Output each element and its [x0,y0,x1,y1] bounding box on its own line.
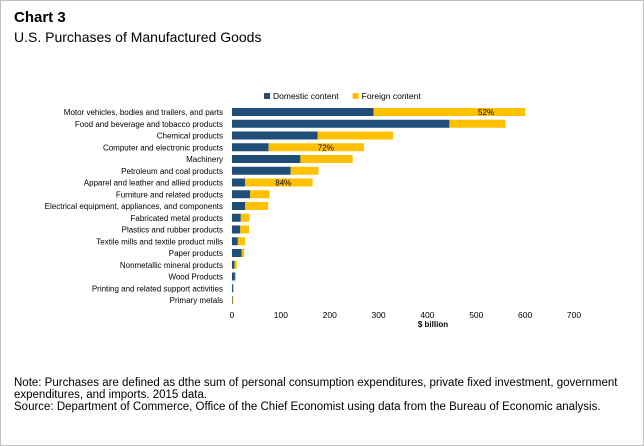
category-label: Chemical products [157,132,223,141]
bar-domestic [232,108,374,116]
category-label: Motor vehicles, bodies and trailers, and… [64,108,223,117]
legend-swatch [352,93,359,99]
data-label: 52% [478,108,494,117]
category-label: Computer and electronic products [103,143,223,152]
bar-foreign [240,213,250,222]
category-label: Plastics and rubber products [122,226,223,235]
x-tick-label: 700 [567,310,581,320]
x-tick-label: 300 [371,310,385,320]
bar-foreign [300,155,353,163]
bar-foreign [250,190,270,199]
bar-domestic [232,190,251,199]
bar-foreign [245,202,269,210]
chart-label: Chart 3 [14,9,66,26]
bar-foreign [237,237,246,246]
category-label: Wood Products [168,273,223,282]
x-tick-label: 100 [274,310,288,320]
bar-domestic [232,131,318,140]
bar-foreign [232,296,234,304]
x-tick-label: 0 [230,310,235,320]
category-label: Paper products [169,249,223,258]
x-tick-label: 500 [469,310,483,320]
note-text: Note: Purchases are defined as dthe sum … [14,377,618,401]
category-label: Electrical equipment, appliances, and co… [45,202,223,211]
x-tick-label: 400 [420,310,434,320]
bar-domestic [232,249,242,257]
category-label: Machinery [186,155,223,164]
category-label: Primary metals [170,296,223,305]
bar-domestic [232,296,233,304]
bar-domestic [232,225,241,234]
category-label: Nonmetallic mineral products [120,261,223,270]
x-tick-label: 600 [518,310,532,320]
bar-foreign [240,225,250,234]
category-label: Food and beverage and tobacco products [75,120,223,129]
bar-domestic [232,143,269,152]
bar-domestic [232,272,235,281]
bar-domestic [232,284,233,293]
bar-foreign [234,260,237,269]
category-label: Printing and related support activities [92,284,223,293]
bar-foreign [241,249,245,257]
bar-domestic [232,119,450,128]
bar-domestic [232,155,301,163]
bar-foreign [245,178,313,187]
category-label: Textile mills and textile product mills [96,237,223,246]
category-label: Apparel and leather and allied products [84,179,223,188]
legend-label: Foreign content [362,91,422,101]
bar-foreign [373,108,526,116]
bar-foreign [290,166,319,175]
x-axis-label: $ billion [418,320,448,329]
bar-foreign [268,143,364,152]
bar-foreign [234,272,236,281]
chart-title: U.S. Purchases of Manufactured Goods [14,29,262,45]
legend-swatch [264,93,270,99]
bar-domestic [232,260,235,269]
bar-foreign [317,131,394,140]
notes-block: Note: Purchases are defined as dthe sum … [14,377,634,413]
category-label: Petroleum and coal products [121,167,223,176]
legend-label: Domestic content [273,91,339,101]
bar-domestic [232,202,246,210]
x-tick-label: 200 [323,310,337,320]
bar-foreign [449,119,506,128]
data-label: 72% [318,143,334,152]
category-label: Fabricated metal products [131,214,224,223]
bar-domestic [232,178,246,187]
bar-domestic [232,213,241,222]
source-text: Source: Department of Commerce, Office o… [14,401,601,413]
bar-domestic [232,237,238,246]
bar-foreign [232,284,234,293]
category-label: Furniture and related products [116,190,223,199]
data-label: 84% [275,179,291,188]
bar-domestic [232,166,291,175]
